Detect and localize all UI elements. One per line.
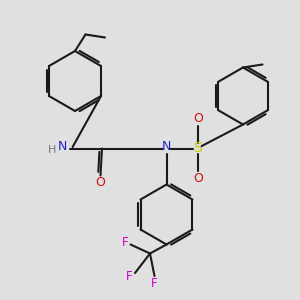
Text: N: N bbox=[162, 140, 171, 153]
Text: O: O bbox=[193, 172, 203, 185]
Text: S: S bbox=[194, 142, 202, 155]
Text: F: F bbox=[151, 277, 158, 290]
Text: N: N bbox=[58, 140, 67, 154]
Text: F: F bbox=[126, 270, 133, 283]
Text: F: F bbox=[122, 236, 128, 249]
Text: H: H bbox=[48, 145, 57, 155]
Text: O: O bbox=[95, 176, 105, 190]
Text: O: O bbox=[193, 112, 203, 125]
